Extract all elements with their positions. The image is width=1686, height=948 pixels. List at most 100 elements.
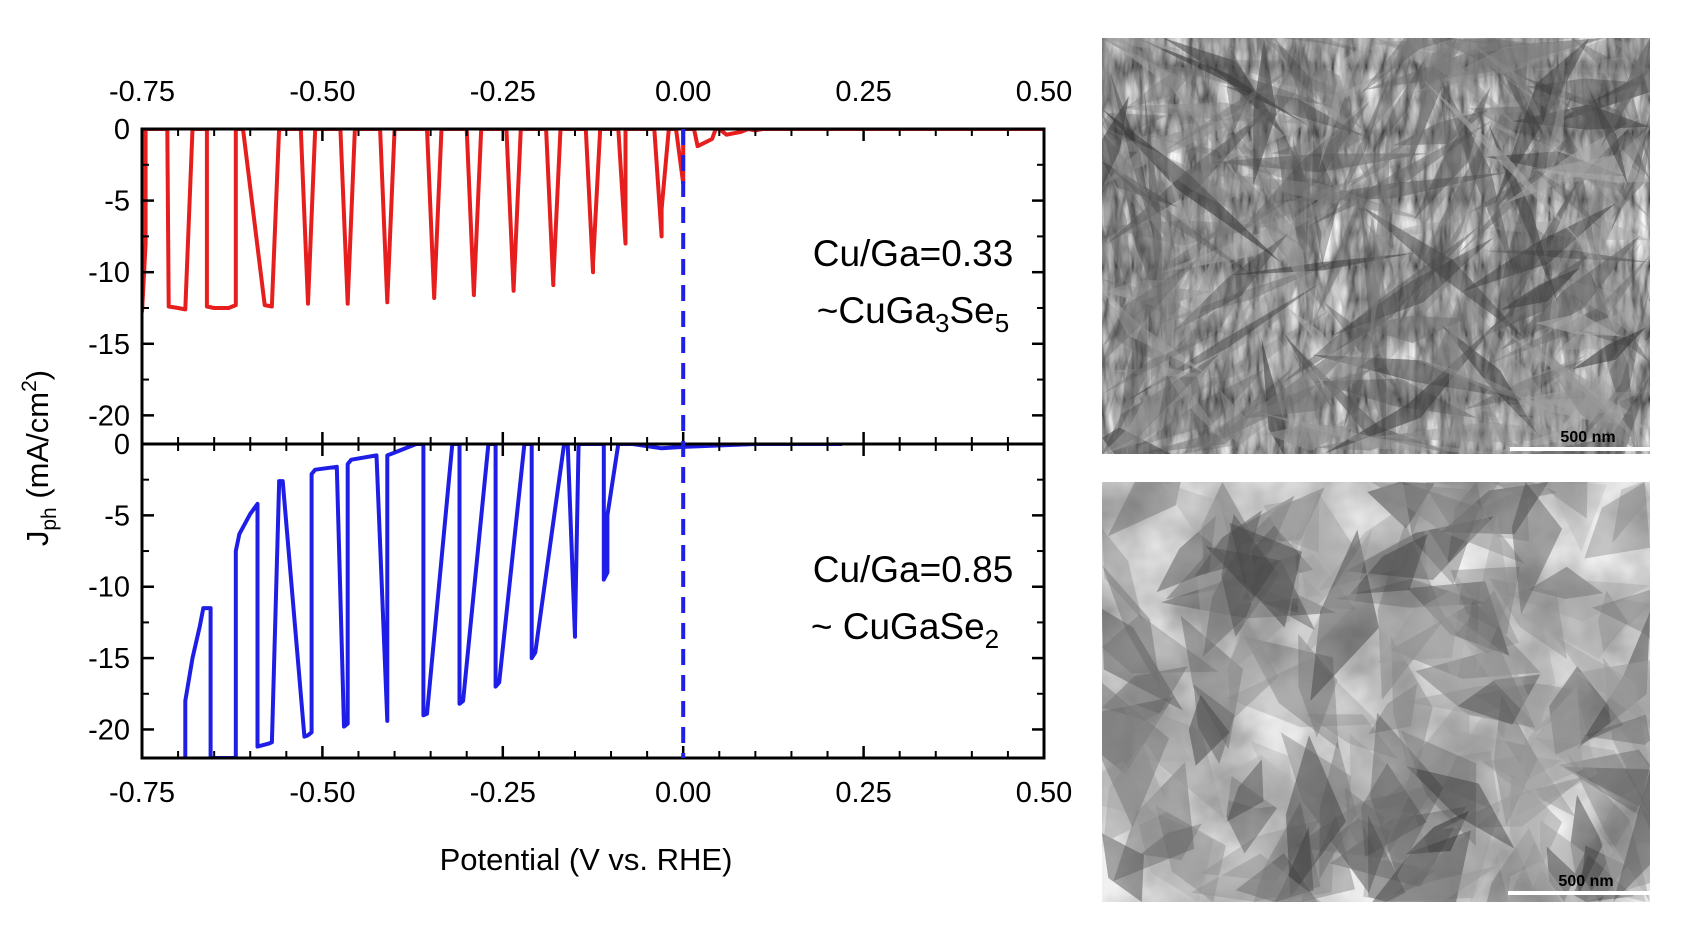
x-tick-label-bottom: -0.25 — [470, 777, 536, 809]
sem-grain — [1413, 86, 1491, 221]
sem-grain — [1102, 608, 1183, 711]
sem-grain — [1531, 56, 1650, 75]
sem-grain — [1529, 270, 1650, 349]
sem-grain — [1593, 778, 1650, 843]
sem-grain — [1301, 814, 1355, 902]
top-annotation-s1: 3 — [935, 308, 949, 338]
sem-grain — [1150, 210, 1181, 398]
sem-grain — [1307, 119, 1494, 227]
sem-grain — [1363, 38, 1572, 56]
sem-grain — [1122, 179, 1163, 310]
sem-grain — [1361, 763, 1427, 857]
top-annotation-s2: 5 — [995, 308, 1009, 338]
sem-grain — [1102, 349, 1172, 454]
sem-grain — [1227, 620, 1279, 721]
sem-grain — [1208, 172, 1428, 221]
sem-grain — [1188, 694, 1230, 766]
sem-grain — [1406, 810, 1469, 855]
sem-grain — [1535, 313, 1621, 337]
y-axis-title-sup: 2 — [18, 380, 41, 392]
sem-grain — [1159, 209, 1338, 273]
sem-grain — [1271, 798, 1336, 902]
sem-grain — [1102, 96, 1129, 188]
sem-grain — [1429, 92, 1466, 209]
sem-grain — [1370, 421, 1609, 443]
sem-grain — [1540, 73, 1567, 203]
sem-grain — [1270, 129, 1381, 158]
y-axis-title-sub: ph — [38, 507, 61, 530]
sem-grain — [1572, 327, 1646, 370]
sem-grain — [1481, 216, 1650, 241]
sem-grain — [1153, 212, 1214, 288]
bottom-y-tick-label: 0 — [114, 429, 130, 461]
sem-grain — [1458, 287, 1581, 454]
sem-grain — [1487, 122, 1558, 304]
sem-grain — [1500, 267, 1581, 311]
sem-grain — [1369, 743, 1476, 811]
sem-grain — [1461, 203, 1616, 292]
sem-grain — [1482, 159, 1544, 372]
x-tick-label-bottom: 0.25 — [835, 777, 891, 809]
sem-grain — [1272, 112, 1310, 265]
sem-grain — [1102, 329, 1225, 395]
sem-bottom-scale-label: 500 nm — [1558, 873, 1613, 890]
sem-grain — [1235, 288, 1328, 454]
sem-grain — [1108, 207, 1162, 414]
sem-grain — [1571, 38, 1650, 163]
sem-grain — [1163, 38, 1287, 138]
sem-grain — [1298, 492, 1362, 616]
sem-grain — [1201, 482, 1253, 577]
sem-grain — [1229, 522, 1302, 628]
sem-grain — [1491, 330, 1633, 454]
sem-grain — [1298, 633, 1338, 738]
sem-bottom-texture — [1102, 482, 1650, 902]
sem-grain — [1274, 38, 1324, 168]
sem-grain — [1263, 496, 1320, 553]
sem-bottom-scale-bar: 500 nm — [1508, 873, 1660, 895]
y-axis-title-rest: (mA/cm — [20, 392, 55, 507]
sem-grain — [1370, 712, 1444, 877]
sem-grain — [1155, 259, 1341, 325]
sem-grain — [1305, 38, 1518, 126]
sem-grain — [1102, 220, 1273, 246]
sem-top-scale-line — [1510, 447, 1662, 451]
top-annotation-line1: Cu/Ga=0.33 — [813, 233, 1014, 274]
sem-grain — [1455, 590, 1519, 653]
sem-grain — [1443, 114, 1571, 340]
sem-grain — [1284, 68, 1362, 129]
sem-grain — [1475, 514, 1510, 677]
sem-grain — [1569, 38, 1612, 136]
sem-grain — [1126, 282, 1321, 401]
sem-grain — [1372, 865, 1499, 902]
sem-grain — [1172, 233, 1289, 333]
sem-grain — [1235, 853, 1318, 902]
sem-grain — [1390, 689, 1470, 830]
sem-grain — [1563, 766, 1650, 830]
sem-grain — [1102, 258, 1199, 363]
sem-grain — [1249, 135, 1282, 318]
sem-grain — [1102, 278, 1208, 302]
top-y-tick-label: -10 — [88, 257, 130, 289]
sem-grain — [1424, 115, 1463, 226]
sem-grain — [1432, 38, 1536, 97]
sem-grain — [1214, 240, 1319, 366]
sem-grain — [1253, 38, 1277, 186]
sem-grain — [1371, 482, 1525, 564]
sem-grain — [1506, 686, 1583, 803]
x-tick-label-bottom: -0.75 — [109, 777, 175, 809]
sem-grain — [1531, 166, 1602, 230]
sem-grain — [1102, 150, 1133, 299]
sem-grain — [1600, 38, 1650, 148]
sem-grain — [1229, 362, 1295, 454]
sem-grain — [1250, 741, 1291, 800]
sem-grain — [1243, 636, 1339, 749]
top-y-tick-label: -20 — [88, 400, 130, 432]
sem-grain — [1441, 776, 1586, 829]
sem-grain — [1406, 766, 1515, 849]
sem-grain — [1487, 725, 1550, 901]
sem-grain — [1226, 776, 1277, 854]
sem-grain — [1274, 827, 1314, 902]
sem-image-top: 500 nm — [1102, 38, 1662, 454]
sem-grain — [1102, 666, 1188, 723]
sem-grain — [1140, 823, 1202, 860]
